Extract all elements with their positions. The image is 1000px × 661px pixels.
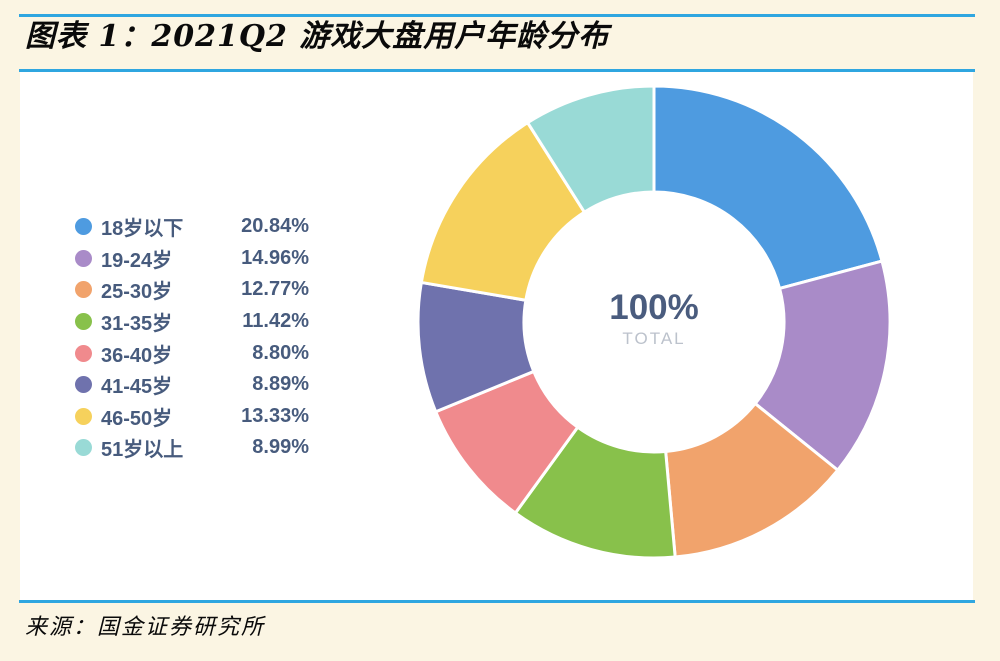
legend-label: 41-45岁: [101, 376, 173, 399]
legend-item: 41-45岁 8.89%: [75, 369, 309, 401]
legend-swatch: [75, 344, 92, 362]
legend-item: 31-35岁 11.42%: [75, 306, 309, 338]
chart-title: 图表 1：2021Q2 游戏大盘用户年龄分布: [25, 19, 610, 54]
legend-value: 12.77%: [241, 278, 309, 301]
legend-label: 25-30岁: [101, 281, 173, 304]
legend-swatch: [75, 249, 92, 267]
legend-value: 13.33%: [241, 404, 309, 427]
legend-item: 25-30岁 12.77%: [75, 274, 309, 306]
legend-swatch: [75, 439, 92, 457]
legend-value: 20.84%: [241, 215, 309, 238]
source-note: 来源：国金证券研究所: [25, 615, 266, 640]
legend-swatch: [75, 407, 92, 425]
legend-value: 8.89%: [252, 373, 309, 396]
donut-segment-7: [526, 84, 656, 214]
legend-value: 11.42%: [242, 310, 309, 333]
legend-value: 14.96%: [241, 246, 309, 269]
legend-item: 46-50岁 13.33%: [75, 401, 309, 433]
legend-label: 19-24岁: [101, 249, 173, 272]
donut-segment-0: [652, 84, 884, 290]
chart-legend: 18岁以下 20.84% 19-24岁 14.96% 25-30岁 12.77% 31-35…: [75, 211, 309, 464]
legend-label: 18岁以下: [101, 218, 184, 241]
donut-segment-1: [753, 259, 892, 472]
legend-label: 36-40岁: [101, 344, 173, 367]
legend-swatch: [75, 313, 92, 331]
legend-label: 46-50岁: [101, 407, 173, 430]
legend-item: 18岁以下 20.84%: [75, 211, 309, 243]
donut-chart: [416, 84, 892, 560]
legend-swatch: [75, 218, 92, 236]
header-divider: [19, 69, 975, 72]
legend-swatch: [75, 376, 92, 394]
chart-area: 18岁以下 20.84% 19-24岁 14.96% 25-30岁 12.77% 31-35…: [20, 72, 973, 600]
legend-item: 36-40岁 8.80%: [75, 337, 309, 369]
legend-swatch: [75, 281, 92, 299]
bottom-divider: [19, 600, 975, 603]
legend-value: 8.99%: [252, 436, 309, 459]
legend-value: 8.80%: [252, 341, 309, 364]
legend-item: 51岁以上 8.99%: [75, 432, 309, 464]
legend-label: 31-35岁: [101, 313, 173, 336]
legend-label: 51岁以上: [101, 439, 184, 462]
legend-item: 19-24岁 14.96%: [75, 243, 309, 275]
top-divider: [19, 14, 975, 17]
